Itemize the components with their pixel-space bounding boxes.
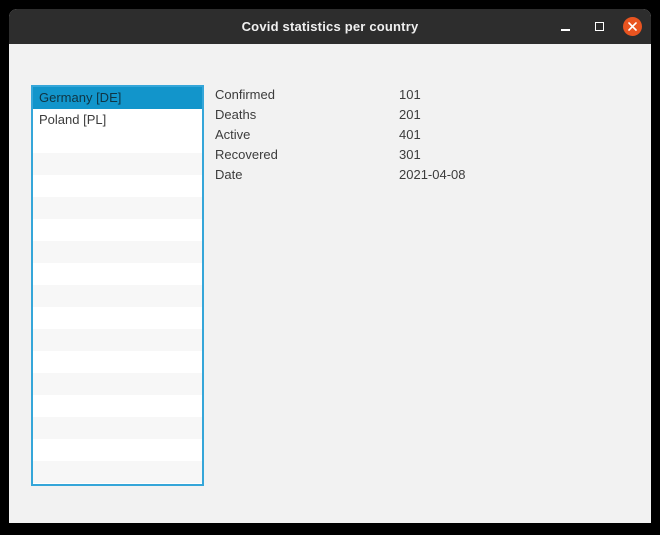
window-controls [555, 9, 642, 44]
detail-value: 401 [399, 127, 421, 142]
empty-list-row [33, 461, 202, 483]
empty-list-row [33, 263, 202, 285]
list-item[interactable]: Germany [DE] [33, 87, 202, 109]
empty-list-row [33, 417, 202, 439]
empty-list-row [33, 219, 202, 241]
detail-label: Deaths [215, 107, 257, 122]
maximize-button[interactable] [589, 17, 609, 37]
covid-details: Confirmed 101 Deaths 201 Active 401 Recovered 3… [215, 85, 466, 185]
close-icon [627, 21, 638, 32]
empty-list-row [33, 329, 202, 351]
maximize-icon [594, 22, 604, 31]
detail-value: 301 [399, 147, 421, 162]
window-content: Germany [DE] Poland [PL] Confirmed 101 Deat… [9, 44, 651, 523]
detail-value: 2021-04-08 [399, 167, 466, 182]
detail-label: Confirmed [215, 87, 275, 102]
close-button[interactable] [623, 17, 642, 36]
detail-value: 101 [399, 87, 421, 102]
empty-list-row [33, 285, 202, 307]
titlebar[interactable]: Covid statistics per country [9, 9, 651, 44]
empty-list-row [33, 197, 202, 219]
empty-list-row [33, 351, 202, 373]
detail-value: 201 [399, 107, 421, 122]
list-item[interactable]: Poland [PL] [39, 112, 107, 127]
empty-list-row [33, 395, 202, 417]
detail-label: Date [215, 167, 243, 182]
detail-label: Active [215, 127, 251, 142]
empty-list-row [33, 175, 202, 197]
window-title: Covid statistics per country [241, 19, 419, 34]
empty-list-row [33, 241, 202, 263]
empty-list-row [33, 153, 202, 175]
empty-list-row [33, 307, 202, 329]
minimize-button[interactable] [555, 17, 575, 37]
minimize-icon [560, 22, 570, 31]
empty-list-row [33, 131, 202, 153]
country-list[interactable]: Germany [DE] Poland [PL] [31, 85, 204, 486]
empty-list-row [33, 439, 202, 461]
detail-label: Recovered [215, 147, 278, 162]
app-window: Covid statistics per country Germany [DE… [9, 9, 651, 523]
empty-list-row [33, 373, 202, 395]
